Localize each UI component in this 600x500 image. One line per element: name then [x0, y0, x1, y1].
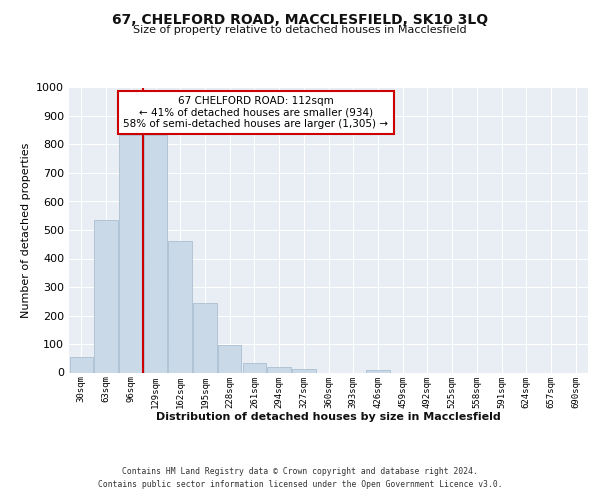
Bar: [268, 367, 291, 372]
Y-axis label: Number of detached properties: Number of detached properties: [20, 142, 31, 318]
Bar: [119, 134, 143, 372]
Text: 67 CHELFORD ROAD: 112sqm
← 41% of detached houses are smaller (934)
58% of semi-: 67 CHELFORD ROAD: 112sqm ← 41% of detach…: [124, 96, 388, 129]
Text: 67, CHELFORD ROAD, MACCLESFIELD, SK10 3LQ: 67, CHELFORD ROAD, MACCLESFIELD, SK10 3L…: [112, 12, 488, 26]
Bar: [292, 369, 316, 372]
Bar: [169, 242, 192, 372]
Bar: [242, 362, 266, 372]
Bar: [94, 220, 118, 372]
Text: Contains HM Land Registry data © Crown copyright and database right 2024.: Contains HM Land Registry data © Crown c…: [122, 468, 478, 476]
Bar: [218, 345, 241, 372]
Bar: [366, 370, 389, 372]
Bar: [193, 302, 217, 372]
Bar: [70, 357, 93, 372]
Bar: [144, 134, 167, 372]
Text: Contains public sector information licensed under the Open Government Licence v3: Contains public sector information licen…: [98, 480, 502, 489]
Text: Size of property relative to detached houses in Macclesfield: Size of property relative to detached ho…: [133, 25, 467, 35]
Text: Distribution of detached houses by size in Macclesfield: Distribution of detached houses by size …: [157, 412, 501, 422]
